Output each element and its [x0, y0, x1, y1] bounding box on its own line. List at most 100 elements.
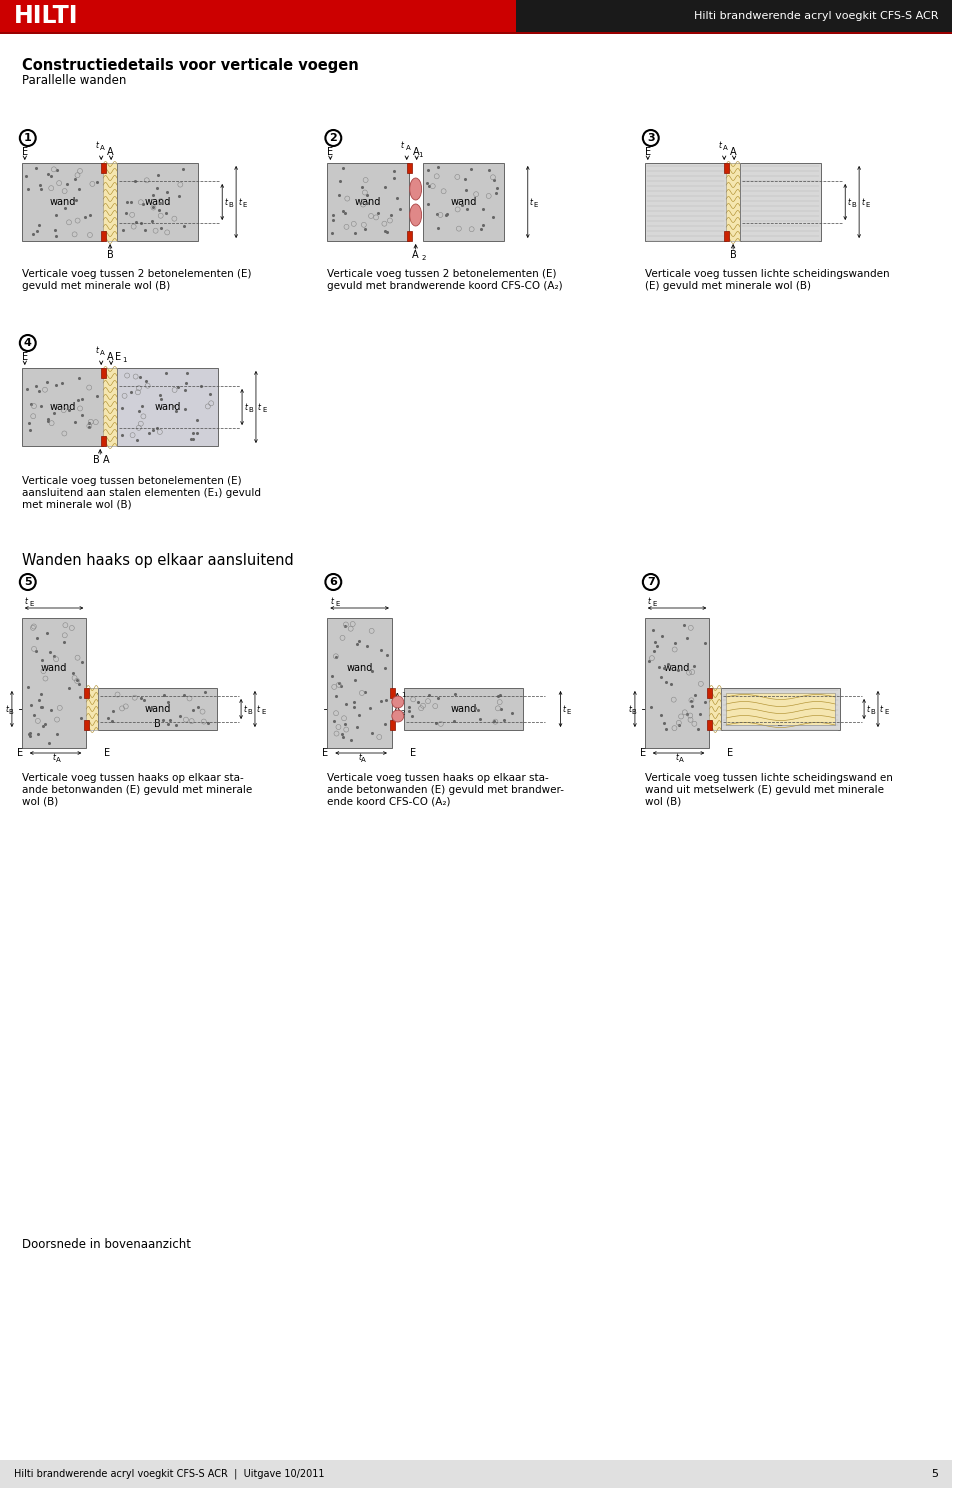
Point — [485, 205, 500, 229]
Point — [25, 222, 40, 246]
Text: B: B — [248, 408, 252, 414]
Text: t: t — [95, 140, 98, 149]
Text: Parallelle wanden: Parallelle wanden — [22, 73, 126, 86]
Bar — [84, 720, 89, 731]
Text: B: B — [852, 202, 856, 208]
Point — [56, 631, 71, 655]
Text: 3: 3 — [647, 132, 655, 143]
Bar — [422, 164, 504, 241]
Point — [457, 167, 472, 190]
Point — [475, 196, 491, 220]
Point — [49, 722, 64, 745]
Text: E: E — [22, 353, 28, 362]
Point — [336, 156, 351, 180]
Point — [171, 375, 186, 399]
Bar — [709, 687, 721, 731]
Point — [132, 686, 148, 710]
Text: A: A — [723, 144, 728, 150]
Text: Hilti brandwerende acryl voegkit CFS-S ACR: Hilti brandwerende acryl voegkit CFS-S A… — [694, 10, 939, 21]
Point — [430, 686, 445, 710]
Point — [71, 366, 86, 390]
Point — [171, 185, 186, 208]
Point — [335, 199, 350, 223]
Text: E: E — [30, 601, 35, 607]
Point — [132, 366, 148, 390]
Point — [22, 723, 37, 747]
Point — [177, 683, 192, 707]
Point — [428, 711, 444, 735]
Text: A: A — [679, 757, 684, 763]
Text: t: t — [880, 704, 883, 714]
Text: wand: wand — [145, 196, 171, 207]
Point — [473, 217, 489, 241]
Text: B: B — [8, 708, 12, 716]
Text: t: t — [676, 753, 679, 762]
Text: E: E — [115, 353, 121, 362]
Point — [34, 177, 49, 201]
Point — [29, 156, 44, 180]
Point — [74, 387, 89, 411]
Point — [124, 381, 139, 405]
Text: A: A — [100, 350, 105, 356]
Point — [351, 702, 367, 726]
Point — [179, 362, 194, 385]
Text: wand: wand — [145, 704, 171, 714]
Point — [74, 403, 89, 427]
Text: B: B — [730, 250, 736, 260]
Point — [34, 683, 49, 707]
Bar — [721, 687, 840, 731]
Point — [185, 427, 201, 451]
Text: A: A — [100, 144, 105, 150]
Point — [359, 192, 374, 216]
Text: Verticale voeg tussen lichte scheidingswand en
wand uit metselwerk (E) gevuld me: Verticale voeg tussen lichte scheidingsw… — [645, 772, 893, 806]
Point — [158, 201, 174, 225]
Text: wand: wand — [450, 704, 476, 714]
Point — [39, 620, 55, 644]
Point — [22, 722, 37, 745]
Point — [201, 711, 216, 735]
Point — [438, 204, 453, 228]
Point — [73, 707, 88, 731]
Point — [390, 186, 405, 210]
Point — [671, 713, 686, 737]
Bar — [724, 231, 730, 241]
Point — [32, 689, 47, 713]
Text: E: E — [17, 748, 23, 757]
Point — [114, 396, 130, 420]
Point — [687, 683, 703, 707]
Text: t: t — [95, 345, 98, 354]
Point — [357, 680, 372, 704]
Text: 2: 2 — [329, 132, 337, 143]
Text: 1: 1 — [419, 152, 423, 158]
Point — [67, 411, 83, 434]
Point — [657, 656, 672, 680]
Point — [496, 708, 512, 732]
Point — [680, 626, 695, 650]
Point — [182, 427, 198, 451]
Circle shape — [20, 335, 36, 351]
Point — [22, 418, 37, 442]
Point — [487, 168, 502, 192]
Text: B: B — [778, 719, 784, 728]
Bar — [708, 687, 712, 698]
Point — [347, 220, 362, 244]
Point — [49, 158, 64, 182]
Point — [115, 219, 131, 243]
Point — [334, 723, 349, 747]
Point — [141, 421, 156, 445]
Point — [472, 707, 488, 731]
Point — [338, 692, 353, 716]
Point — [151, 162, 166, 186]
Text: A: A — [394, 705, 400, 716]
Text: B: B — [247, 708, 252, 716]
Text: E: E — [566, 708, 571, 716]
Text: wand: wand — [155, 402, 180, 412]
Point — [29, 640, 44, 664]
Text: t: t — [243, 704, 246, 714]
Point — [482, 159, 497, 183]
Bar — [103, 164, 117, 241]
Point — [198, 680, 213, 704]
Text: A: A — [108, 353, 114, 362]
Circle shape — [643, 129, 659, 146]
Point — [347, 668, 362, 692]
